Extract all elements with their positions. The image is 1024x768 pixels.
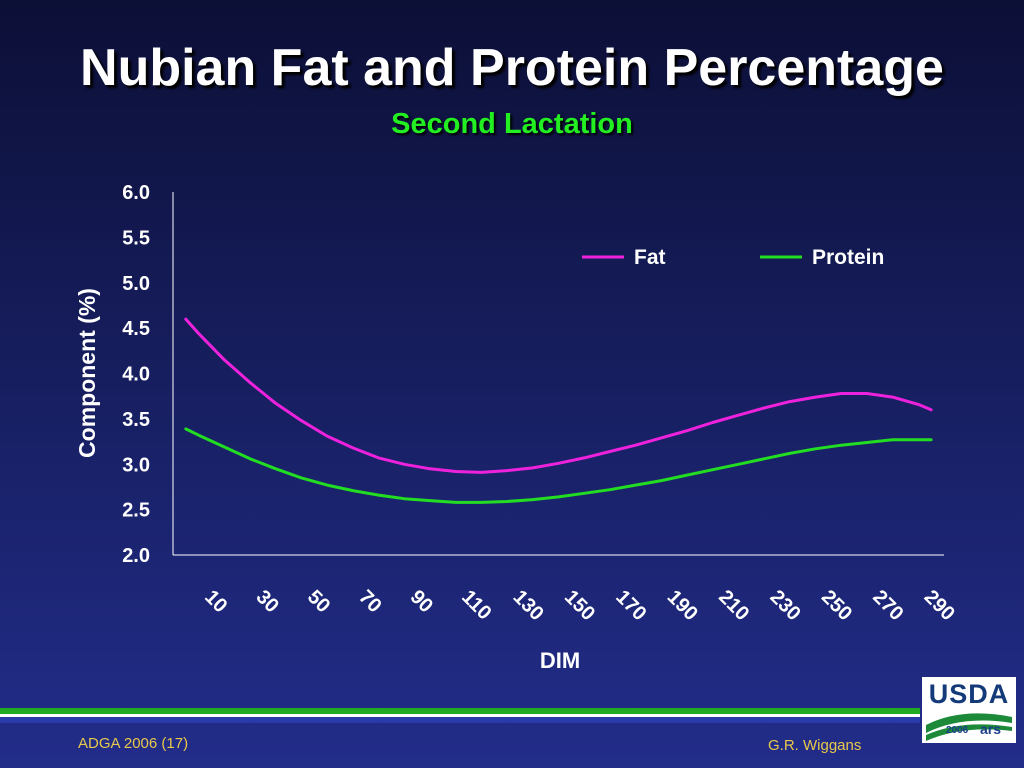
- x-axis-ticks: 10 30 50 70 90 110 130 150 170 190 210 230 250 270 290: [200, 586, 959, 625]
- slide-subtitle: Second Lactation: [391, 108, 633, 140]
- usda-logo-text: USDA: [928, 679, 1010, 709]
- y-axis-label: Component (%): [74, 288, 100, 458]
- footer-stripe-white: [0, 714, 920, 717]
- x-tick-label: 110: [457, 586, 495, 624]
- x-tick-label: 210: [714, 586, 753, 625]
- logo-year: 2006: [946, 725, 969, 736]
- x-tick-label: 170: [611, 586, 650, 625]
- x-tick-label: 90: [406, 586, 437, 617]
- slide-title: Nubian Fat and Protein Percentage: [80, 39, 944, 97]
- x-tick-label: 290: [920, 586, 959, 625]
- x-tick-label: 70: [354, 586, 385, 617]
- y-tick-label: 4.0: [122, 364, 150, 386]
- y-tick-label: 6.0: [122, 182, 150, 204]
- y-tick-label: 5.0: [122, 273, 150, 295]
- legend: Fat Protein: [582, 246, 884, 269]
- usda-logo-swoosh: [926, 713, 1012, 741]
- x-tick-label: 190: [663, 586, 702, 625]
- x-tick-label: 130: [509, 586, 548, 625]
- footer-right-text: G.R. Wiggans: [768, 737, 862, 754]
- usda-logo: USDA 2006 ars: [922, 677, 1016, 743]
- y-tick-label: 3.0: [122, 454, 150, 476]
- footer-stripe-blue: [0, 717, 920, 723]
- x-axis-label: DIM: [540, 648, 580, 673]
- y-axis-ticks: 6.0 5.5 5.0 4.5 4.0 3.5 3.0 2.5 2.0: [122, 182, 150, 567]
- y-tick-label: 3.5: [122, 409, 150, 431]
- series-line-protein: [184, 427, 933, 504]
- x-tick-label: 270: [868, 586, 907, 625]
- legend-label-protein: Protein: [812, 246, 884, 269]
- series-layer: [184, 317, 933, 504]
- x-tick-label: 30: [252, 586, 283, 617]
- footer-left-text: ADGA 2006 (17): [78, 735, 189, 752]
- legend-label-fat: Fat: [634, 246, 666, 269]
- x-tick-label: 10: [200, 586, 231, 617]
- x-tick-label: 50: [303, 586, 334, 617]
- y-tick-label: 2.0: [122, 545, 150, 567]
- footer-stripe-green: [0, 708, 920, 714]
- x-tick-label: 250: [817, 586, 856, 625]
- x-tick-label: 230: [766, 586, 805, 625]
- x-tick-label: 150: [560, 586, 599, 625]
- y-tick-label: 2.5: [122, 500, 150, 522]
- y-tick-label: 5.5: [122, 227, 150, 249]
- y-tick-label: 4.5: [122, 318, 150, 340]
- ars-logo-mark: ars: [980, 721, 1002, 737]
- series-line-fat: [184, 317, 933, 474]
